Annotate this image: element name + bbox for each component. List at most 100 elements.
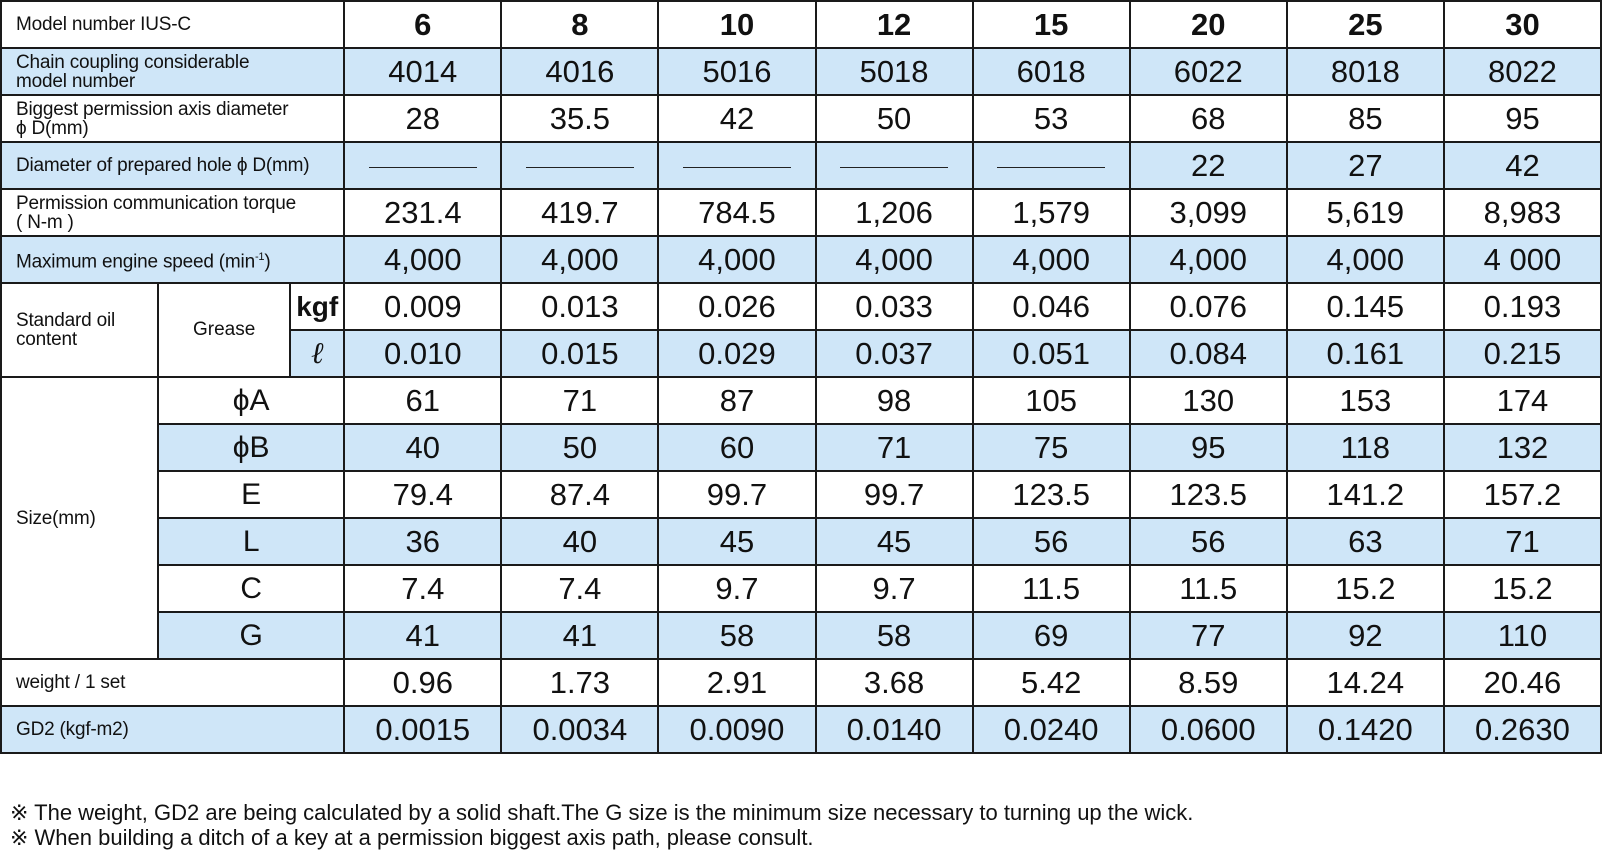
cell: 3,099 — [1128, 188, 1288, 237]
dim-name: E — [157, 470, 346, 519]
cell: 79.4 — [343, 470, 503, 519]
cell: 63 — [1285, 517, 1445, 566]
cell: 4,000 — [500, 235, 660, 284]
weight-label: weight / 1 set — [0, 658, 346, 707]
model-header: 6 — [343, 0, 503, 49]
cell: 0.0600 — [1128, 705, 1288, 754]
cell: 56 — [971, 517, 1131, 566]
dash-cell — [500, 141, 660, 190]
unit-kgf: kgf — [289, 282, 346, 331]
cell: 0.2630 — [1442, 705, 1602, 754]
cell: 8018 — [1285, 47, 1445, 96]
dash-cell — [657, 141, 817, 190]
speed-label-text: Maximum engine speed (min — [16, 251, 255, 273]
cell: 0.0090 — [657, 705, 817, 754]
cell: 118 — [1285, 423, 1445, 472]
dash-line — [525, 166, 634, 168]
dim-name: L — [157, 517, 346, 566]
oil-label-line2: content — [16, 329, 77, 350]
cell: 0.051 — [971, 329, 1131, 378]
cell: 4016 — [500, 47, 660, 96]
cell: 40 — [500, 517, 660, 566]
model-header: 12 — [814, 0, 974, 49]
dash-line — [368, 166, 477, 168]
size-row-a: Size(mm) ϕA 61 71 87 98 105 130 153 174 — [0, 376, 1602, 660]
cell: 36 — [343, 517, 503, 566]
cell: 9.7 — [814, 564, 974, 613]
footnote: ※ When building a ditch of a key at a pe… — [10, 825, 814, 850]
bore-max-row: Biggest permission axis diameter ϕ D(mm)… — [0, 94, 1602, 143]
cell: 5.42 — [971, 658, 1131, 707]
cell: 69 — [971, 611, 1131, 660]
cell: 6022 — [1128, 47, 1288, 96]
cell: 75 — [971, 423, 1131, 472]
gd2-label: GD2 (kgf-m2) — [0, 705, 346, 754]
cell: 99.7 — [657, 470, 817, 519]
header-row: Model number IUS-C 6 8 10 12 15 20 25 30 — [0, 0, 1602, 49]
spec-table: Model number IUS-C 6 8 10 12 15 20 25 30… — [0, 0, 1602, 754]
cell: 8.59 — [1128, 658, 1288, 707]
chain-label-line2: model number — [16, 70, 136, 92]
cell: 231.4 — [343, 188, 503, 237]
cell: 0.037 — [814, 329, 974, 378]
cell: 6018 — [971, 47, 1131, 96]
footnotes: ※ The weight, GD2 are being calculated b… — [10, 800, 1193, 850]
cell: 0.193 — [1442, 282, 1602, 331]
cell: 28 — [343, 94, 503, 143]
dash-cell — [343, 141, 503, 190]
cell: 0.0240 — [971, 705, 1131, 754]
cell: 9.7 — [657, 564, 817, 613]
cell: 68 — [1128, 94, 1288, 143]
cell: 85 — [1285, 94, 1445, 143]
cell: 45 — [814, 517, 974, 566]
cell: 4,000 — [814, 235, 974, 284]
size-row-g: G 41 41 58 58 69 77 92 110 — [1, 611, 1602, 660]
cell: 157.2 — [1442, 470, 1602, 519]
model-header: 30 — [1442, 0, 1602, 49]
cell: 419.7 — [500, 188, 660, 237]
cell: 87.4 — [500, 470, 660, 519]
bore-max-label-line1: Biggest permission axis diameter — [16, 98, 289, 120]
cell: 87 — [657, 376, 817, 425]
cell: 42 — [657, 94, 817, 143]
oil-label: Standard oil content — [0, 282, 160, 378]
dash-cell — [814, 141, 974, 190]
weight-row: weight / 1 set 0.96 1.73 2.91 3.68 5.42 … — [0, 658, 1602, 707]
cell: 123.5 — [971, 470, 1131, 519]
cell: 132 — [1442, 423, 1602, 472]
oil-litre-row: ℓ 0.010 0.015 0.029 0.037 0.051 0.084 0.… — [1, 329, 1602, 378]
torque-label-line1: Permission communication torque — [16, 192, 296, 214]
dash-line — [682, 166, 791, 168]
cell: 5018 — [814, 47, 974, 96]
cell: 58 — [657, 611, 817, 660]
model-header: 8 — [500, 0, 660, 49]
cell: 14.24 — [1285, 658, 1445, 707]
cell: 22 — [1128, 141, 1288, 190]
footnote: ※ The weight, GD2 are being calculated b… — [10, 800, 1194, 825]
model-header: 15 — [971, 0, 1131, 49]
cell: 20.46 — [1442, 658, 1602, 707]
chain-label-line1: Chain coupling considerable — [16, 51, 250, 73]
cell: 0.96 — [343, 658, 503, 707]
size-label: Size(mm) — [0, 376, 160, 660]
cell: 41 — [343, 611, 503, 660]
dim-name: ϕB — [157, 423, 346, 472]
prepared-hole-label: Diameter of prepared hole ϕ D(mm) — [0, 141, 346, 190]
cell: 53 — [971, 94, 1131, 143]
prepared-hole-row: Diameter of prepared hole ϕ D(mm) 22 27 … — [0, 141, 1602, 190]
cell: 56 — [1128, 517, 1288, 566]
cell: 174 — [1442, 376, 1602, 425]
cell: 0.010 — [343, 329, 503, 378]
unit-litre: ℓ — [289, 329, 346, 378]
cell: 41 — [500, 611, 660, 660]
cell: 77 — [1128, 611, 1288, 660]
size-row-l: L 36 40 45 45 56 56 63 71 — [1, 517, 1602, 566]
dash-line — [840, 166, 949, 168]
cell: 71 — [1442, 517, 1602, 566]
cell: 4,000 — [1128, 235, 1288, 284]
cell: 1.73 — [500, 658, 660, 707]
chain-label: Chain coupling considerable model number — [0, 47, 346, 96]
cell: 8,983 — [1442, 188, 1602, 237]
cell: 0.084 — [1128, 329, 1288, 378]
dim-name: G — [157, 611, 346, 660]
